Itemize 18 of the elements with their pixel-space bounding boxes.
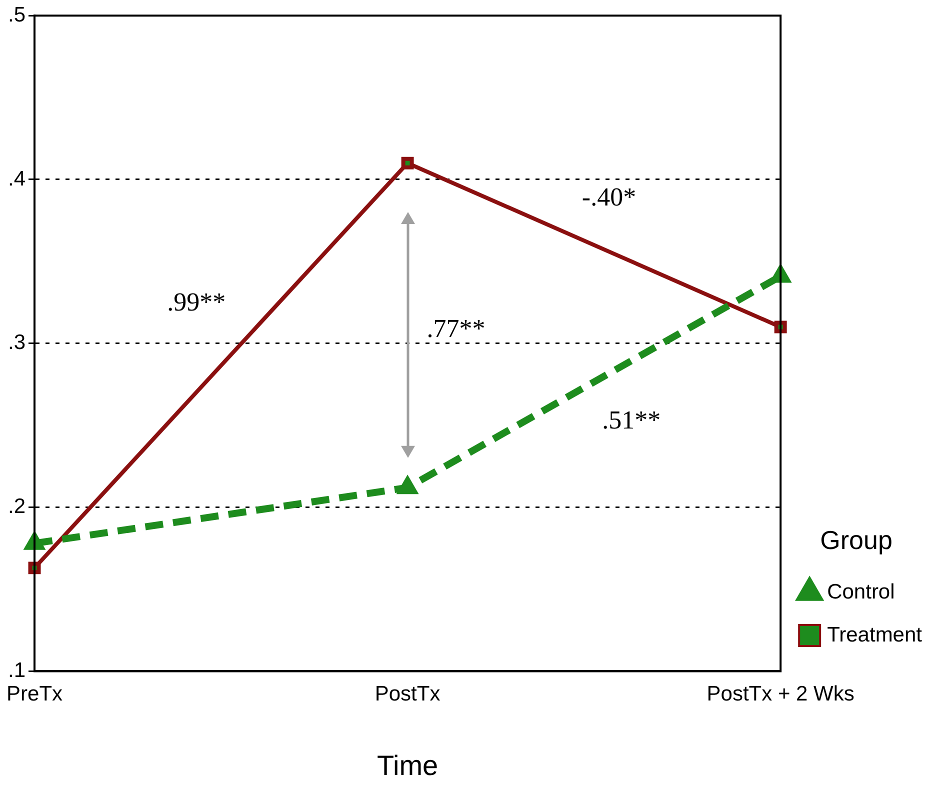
- legend-label: Control: [827, 580, 895, 604]
- x-axis-title: Time: [376, 750, 438, 781]
- x-tick-label: PostTx: [374, 682, 441, 706]
- legend-label: Treatment: [827, 623, 922, 646]
- annotation: -.40*: [582, 182, 636, 212]
- y-tick-label: .1: [8, 658, 26, 682]
- y-tick-label: .2: [8, 495, 26, 518]
- annotation: .99**: [167, 288, 226, 317]
- y-tick-label: .5: [8, 3, 26, 26]
- y-tick-label: .3: [8, 331, 26, 354]
- legend-title: Group: [820, 524, 892, 555]
- point: [401, 156, 414, 170]
- x-tick-label: PreTx: [6, 682, 64, 706]
- annotation: .51**: [602, 406, 661, 435]
- x-tick-label: PostTx + 2 Wks: [706, 682, 854, 706]
- y-tick-label: .4: [8, 167, 26, 190]
- annotation: .77**: [426, 314, 486, 343]
- point: [774, 320, 787, 334]
